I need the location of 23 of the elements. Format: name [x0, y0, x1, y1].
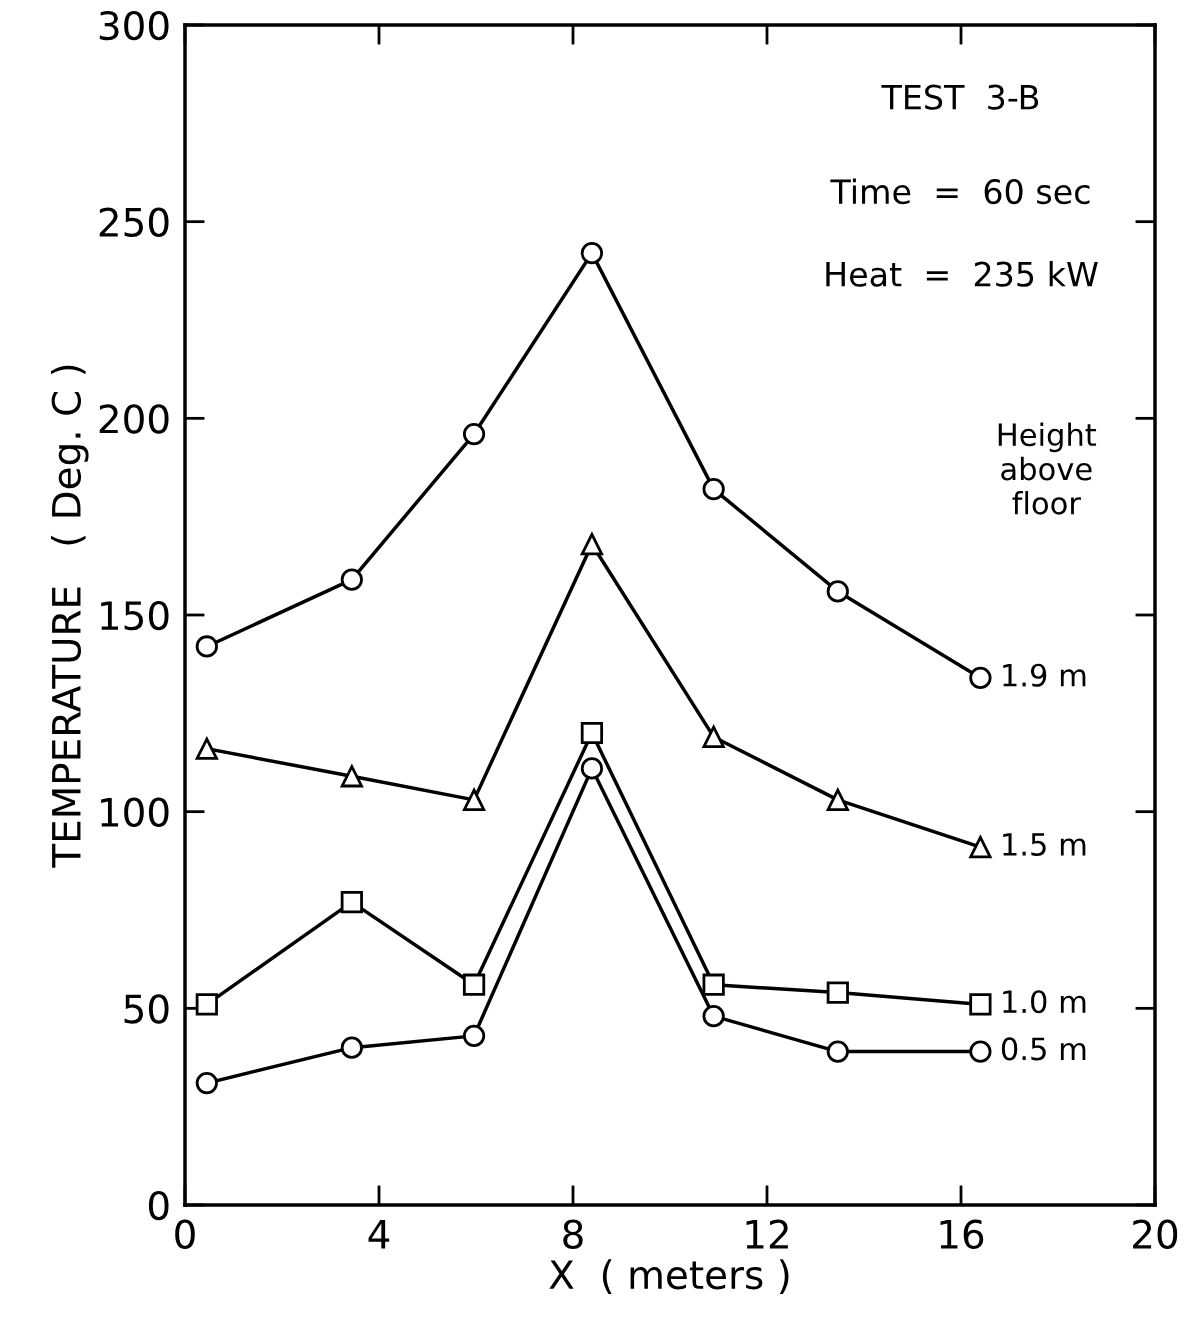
series-label: 0.5 m	[1001, 1037, 1086, 1061]
x-axis-title: X ( meters )	[549, 1259, 789, 1294]
x-tick-label: 8	[563, 1219, 583, 1249]
annotation: Heat = 235 kW	[826, 261, 1098, 287]
x-tick-label: 12	[746, 1219, 788, 1249]
y-tick-label: 50	[124, 994, 169, 1024]
y-tick-label: 300	[99, 10, 169, 41]
x-tick-label: 16	[940, 1219, 984, 1249]
y-tick-label: 200	[99, 404, 169, 434]
y-tick-label: 250	[99, 207, 169, 237]
y-axis-title: TEMPERATURE ( Deg. C )	[50, 365, 89, 868]
y-tick-label: 150	[101, 600, 169, 631]
series-label: 1.5 m	[1003, 833, 1086, 856]
x-tick-label: 0	[175, 1219, 195, 1249]
y-tick-label: 100	[101, 797, 169, 827]
y-tick-label: 0	[148, 1190, 169, 1221]
annotation: TEST 3-B	[881, 84, 1039, 110]
x-tick-label: 4	[368, 1220, 390, 1249]
annotation: Time = 60 sec	[830, 178, 1090, 205]
legend-label: 1.0 m	[1003, 990, 1086, 1014]
legend-title: Height above floor	[998, 422, 1097, 515]
series-label: 1.9 m	[1003, 663, 1086, 687]
x-tick-label: 20	[1133, 1219, 1178, 1249]
